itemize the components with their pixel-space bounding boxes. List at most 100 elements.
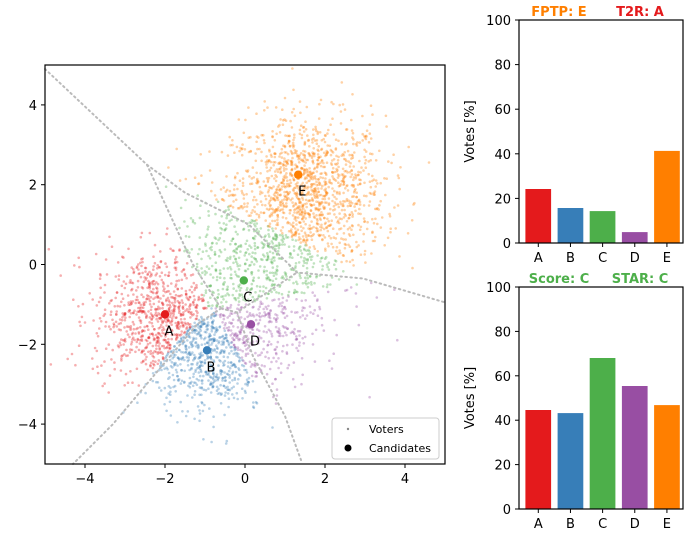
voter-point	[285, 333, 288, 337]
voter-point	[177, 378, 181, 381]
voter-point	[356, 183, 360, 187]
voter-point	[323, 195, 327, 198]
voter-point	[264, 197, 268, 201]
voter-point	[166, 332, 169, 335]
voter-point	[191, 351, 194, 354]
voter-point	[251, 313, 255, 316]
voter-point	[212, 415, 215, 419]
voter-point	[154, 296, 157, 299]
voter-point	[354, 173, 357, 176]
voter-point	[229, 346, 232, 349]
voter-point	[226, 256, 229, 260]
voter-point	[303, 212, 307, 216]
voter-point	[281, 119, 285, 122]
voter-point	[309, 209, 313, 212]
voter-point	[275, 345, 279, 349]
voter-point	[197, 252, 200, 256]
candidate-point-d	[246, 320, 256, 329]
voter-point	[314, 189, 318, 192]
voter-point	[162, 294, 165, 298]
voter-point	[300, 229, 304, 233]
voter-point	[258, 353, 262, 357]
voter-point	[266, 106, 269, 109]
voter-point	[297, 198, 301, 201]
voter-point	[315, 275, 318, 279]
voter-point	[232, 385, 235, 389]
voter-point	[340, 260, 343, 264]
voter-point	[233, 183, 236, 187]
voter-point	[182, 331, 186, 335]
voter-point	[254, 152, 257, 155]
voter-point	[325, 153, 329, 156]
voter-point	[361, 132, 365, 136]
voter-point	[271, 251, 275, 255]
voter-point	[338, 227, 341, 231]
voter-point	[258, 147, 261, 151]
voter-point	[198, 352, 201, 356]
voter-point	[277, 327, 281, 330]
voter-point	[315, 299, 319, 303]
voter-point	[308, 171, 312, 174]
voter-point	[350, 169, 354, 172]
voter-point	[279, 166, 283, 169]
voter-point	[178, 309, 181, 313]
voter-point	[341, 204, 345, 208]
voter-point	[209, 355, 212, 359]
voter-point	[273, 210, 277, 213]
voter-point	[299, 124, 303, 127]
voter-point	[155, 336, 159, 339]
voter-point	[240, 363, 244, 367]
voter-point	[334, 179, 338, 182]
voter-point	[190, 345, 194, 349]
voter-point	[332, 352, 336, 356]
voter-point	[311, 291, 315, 294]
voter-point	[241, 295, 245, 299]
voter-point	[312, 203, 316, 207]
voter-point	[130, 287, 134, 291]
voter-point	[294, 186, 297, 189]
voter-point	[312, 161, 315, 165]
voter-point	[279, 200, 282, 204]
voter-point	[161, 352, 164, 356]
voter-point	[308, 215, 312, 219]
voter-point	[302, 238, 306, 241]
voter-point	[257, 314, 261, 318]
voter-point	[152, 363, 156, 367]
voter-point	[145, 324, 149, 328]
voter-point	[137, 332, 141, 335]
voter-point	[362, 204, 366, 207]
voter-point	[320, 148, 323, 152]
voter-point	[261, 302, 264, 306]
voter-point	[212, 375, 216, 378]
y-tick-label: 60	[494, 370, 511, 385]
voter-point	[200, 382, 204, 385]
voter-point	[289, 184, 292, 188]
voter-point	[136, 338, 140, 342]
voter-point	[357, 170, 360, 174]
voter-point	[163, 346, 166, 350]
voter-point	[352, 138, 355, 141]
voter-point	[236, 346, 240, 349]
voter-point	[191, 344, 195, 348]
voter-point	[303, 156, 307, 160]
voter-point	[164, 335, 167, 338]
voter-point	[148, 341, 152, 345]
voter-point	[309, 173, 312, 176]
voter-point	[306, 285, 310, 289]
voter-point	[120, 357, 123, 360]
voter-point	[219, 226, 222, 230]
voter-point	[281, 201, 285, 205]
voter-point	[265, 155, 268, 158]
voter-point	[184, 323, 188, 326]
voter-point	[180, 321, 183, 324]
voter-point	[351, 156, 355, 159]
voter-point	[140, 309, 143, 313]
voter-point	[371, 239, 375, 243]
voter-point	[199, 334, 203, 337]
voter-point	[371, 113, 374, 116]
voter-point	[320, 323, 324, 327]
voter-point	[155, 317, 158, 321]
voter-point	[177, 320, 180, 324]
voter-point	[341, 173, 345, 176]
voter-point	[121, 297, 125, 301]
